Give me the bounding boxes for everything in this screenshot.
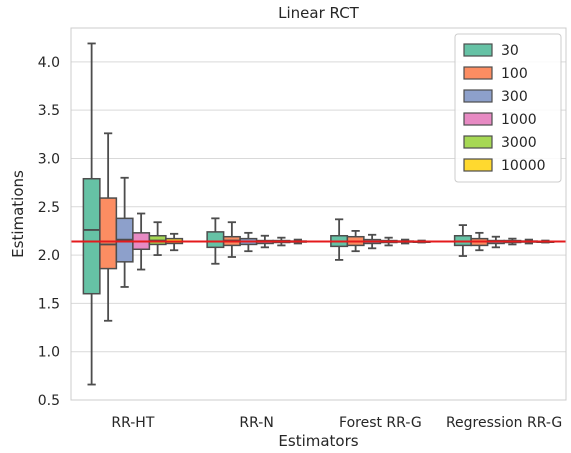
y-tick-label: 3.0 (38, 151, 60, 167)
legend-swatch-100 (463, 66, 493, 80)
x-tick-label: Forest RR-G (339, 415, 422, 431)
legend-swatch-30 (463, 43, 493, 57)
x-tick-label: Regression RR-G (446, 415, 562, 431)
legend-label: 1000 (501, 112, 537, 128)
legend-label: 300 (501, 89, 528, 105)
legend-swatch-3000 (463, 135, 493, 149)
legend: 30 100 300 1000 3000 10000 (454, 33, 562, 183)
x-tick-label: RR-N (239, 415, 273, 431)
legend-label: 30 (501, 43, 519, 59)
legend-swatch-10000 (463, 158, 493, 172)
y-axis: 0.5 1.0 1.5 2.0 2.5 3.0 3.5 4.0 (38, 55, 60, 409)
x-axis: RR-HT RR-N Forest RR-G Regression RR-G (111, 415, 562, 431)
legend-swatch-1000 (463, 112, 493, 126)
box-30 (82, 177, 101, 295)
y-axis-title: Estimations (9, 170, 27, 258)
y-tick-label: 2.0 (38, 248, 60, 264)
box-100 (99, 197, 118, 270)
chart-title: Linear RCT (278, 4, 360, 22)
y-tick-label: 0.5 (38, 393, 60, 409)
y-tick-label: 1.5 (38, 296, 60, 312)
legend-swatch-300 (463, 89, 493, 103)
y-tick-label: 2.5 (38, 200, 60, 216)
y-tick-label: 3.5 (38, 103, 60, 119)
legend-label: 10000 (501, 158, 546, 174)
x-axis-title: Estimators (278, 432, 358, 450)
x-tick-label: RR-HT (111, 415, 154, 431)
legend-label: 100 (501, 66, 528, 82)
y-tick-label: 1.0 (38, 345, 60, 361)
y-tick-label: 4.0 (38, 55, 60, 71)
box-30 (206, 231, 225, 249)
plot-frame (70, 27, 567, 401)
legend-label: 3000 (501, 135, 537, 151)
